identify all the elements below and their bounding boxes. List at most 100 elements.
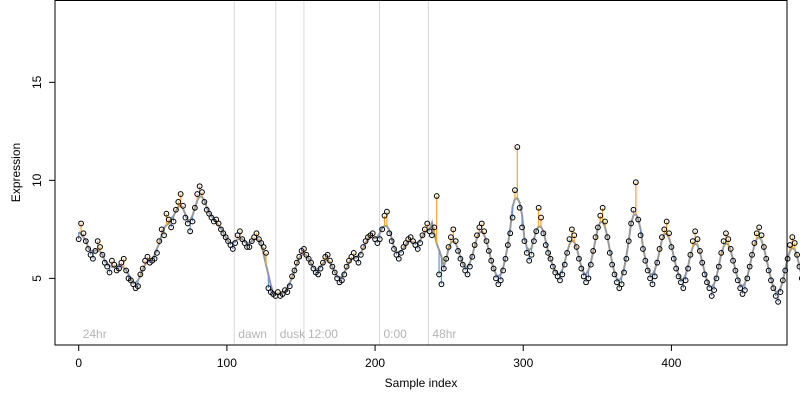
data-point	[526, 257, 533, 264]
data-point	[521, 238, 528, 245]
data-point	[746, 263, 753, 270]
data-point	[440, 265, 447, 272]
data-point	[82, 238, 89, 245]
data-point	[244, 244, 250, 250]
y-axis-title: Expression	[9, 143, 23, 202]
data-point	[324, 251, 331, 258]
data-point	[436, 271, 442, 278]
data-point	[478, 220, 485, 227]
data-point	[469, 253, 476, 260]
data-point	[649, 281, 656, 288]
data-point	[637, 232, 644, 239]
data-point	[666, 230, 672, 237]
data-point	[557, 277, 563, 284]
data-point	[194, 191, 201, 197]
data-point	[694, 236, 701, 243]
data-point	[625, 238, 632, 245]
data-point	[201, 199, 208, 205]
data-point	[718, 249, 725, 256]
data-point	[568, 226, 575, 233]
data-point	[466, 263, 473, 270]
data-point	[621, 269, 627, 276]
data-point	[215, 220, 222, 227]
data-point	[523, 249, 530, 256]
data-point	[104, 263, 111, 270]
data-point	[670, 255, 677, 262]
data-point	[597, 212, 604, 219]
data-point	[770, 285, 777, 292]
data-point	[623, 255, 630, 262]
data-point	[170, 218, 177, 225]
data-point	[158, 226, 165, 233]
data-point	[263, 249, 269, 256]
data-point	[656, 246, 663, 252]
fitted-line-layer	[78, 195, 800, 296]
data-point	[144, 253, 151, 260]
data-point	[772, 293, 779, 299]
data-point	[99, 251, 106, 258]
data-point	[199, 189, 205, 196]
data-point	[433, 193, 440, 199]
x-tick-label: 400	[661, 356, 681, 370]
data-point	[765, 267, 772, 274]
data-point	[457, 255, 464, 262]
data-point	[789, 234, 796, 241]
data-point	[559, 271, 566, 278]
data-point	[329, 263, 336, 270]
data-point	[429, 232, 435, 239]
data-point	[687, 251, 694, 258]
data-point	[137, 271, 144, 278]
data-point	[696, 248, 703, 254]
data-point	[338, 277, 345, 284]
data-point	[301, 246, 307, 252]
data-point	[749, 251, 755, 258]
data-point	[315, 271, 322, 278]
data-point	[78, 220, 84, 227]
data-point	[151, 255, 158, 262]
data-point	[580, 273, 587, 280]
y-tick-label: 5	[30, 275, 44, 282]
data-point	[592, 234, 599, 241]
data-point	[196, 183, 203, 190]
data-point	[296, 253, 303, 260]
data-point	[417, 240, 424, 246]
data-point	[291, 267, 298, 274]
data-point	[509, 214, 516, 221]
data-point	[514, 144, 521, 150]
data-point	[452, 238, 459, 245]
data-point	[775, 298, 782, 305]
data-point	[512, 187, 518, 194]
data-point	[92, 248, 99, 254]
data-point	[154, 249, 160, 256]
data-point	[651, 273, 658, 280]
data-point	[507, 230, 514, 237]
data-point	[533, 228, 540, 235]
plot-frame	[54, 0, 788, 346]
data-point	[395, 255, 402, 262]
data-point	[289, 273, 295, 280]
data-point	[139, 265, 146, 272]
data-point	[424, 220, 431, 227]
data-point	[796, 263, 800, 270]
data-point	[782, 267, 789, 274]
segment-labels: 24hr dawn dusk 12:00 0:00 48hr	[83, 327, 457, 341]
data-point	[602, 218, 608, 225]
data-point	[398, 249, 405, 256]
data-point	[561, 261, 568, 268]
x-tick-label: 200	[365, 356, 385, 370]
data-point	[165, 216, 172, 223]
data-point	[571, 232, 578, 239]
data-point	[611, 271, 618, 278]
data-point	[237, 228, 243, 235]
data-point	[732, 267, 739, 274]
data-point	[327, 257, 333, 264]
data-point	[715, 263, 722, 270]
data-point	[75, 236, 82, 243]
data-point	[727, 246, 734, 252]
data-point	[156, 238, 163, 245]
data-point	[673, 265, 680, 272]
data-point	[431, 224, 438, 231]
data-point	[564, 249, 571, 256]
data-point	[182, 214, 189, 221]
data-point	[659, 234, 665, 241]
